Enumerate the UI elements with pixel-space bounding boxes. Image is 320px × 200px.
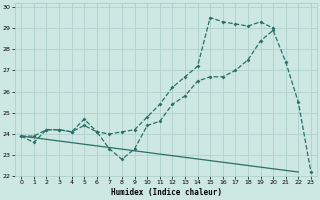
X-axis label: Humidex (Indice chaleur): Humidex (Indice chaleur): [111, 188, 221, 197]
